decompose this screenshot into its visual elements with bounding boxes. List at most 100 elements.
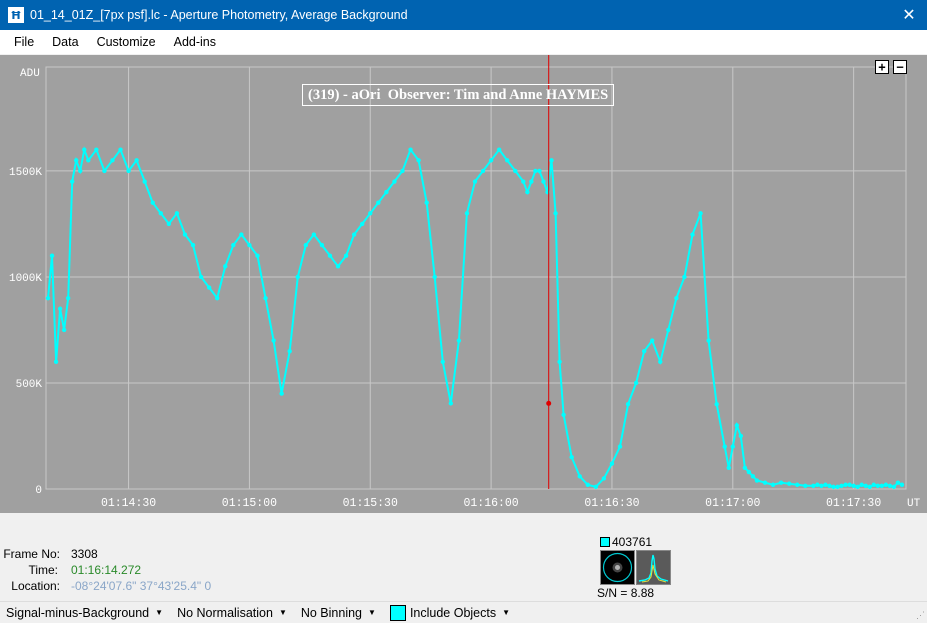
data-point: [803, 483, 808, 489]
data-point: [871, 482, 876, 487]
data-point: [126, 168, 131, 174]
data-point: [786, 481, 792, 486]
object-color-swatch[interactable]: [600, 537, 610, 547]
data-point: [650, 338, 655, 343]
data-point: [706, 338, 711, 343]
data-point: [770, 482, 776, 487]
data-point: [376, 200, 381, 205]
data-point: [400, 168, 405, 174]
x-tick-label: 01:14:30: [101, 497, 156, 510]
data-point: [158, 211, 164, 216]
data-point: [593, 484, 599, 490]
data-point: [875, 483, 881, 489]
data-point: [714, 401, 719, 407]
normalisation-dropdown[interactable]: No Normalisation ▼: [177, 606, 287, 620]
data-point: [223, 264, 228, 269]
status-bar: Signal-minus-Background ▼ No Normalisati…: [0, 601, 927, 623]
data-point: [351, 232, 357, 237]
data-point: [722, 444, 727, 449]
data-point: [69, 179, 75, 184]
data-point: [271, 338, 276, 343]
data-point: [78, 168, 83, 174]
data-point: [440, 359, 445, 364]
menu-add-ins[interactable]: Add-ins: [173, 35, 216, 49]
data-point: [863, 483, 868, 489]
y-tick-label: 1000K: [9, 273, 42, 285]
include-objects-dropdown[interactable]: Include Objects ▼: [389, 604, 511, 621]
data-point: [855, 484, 860, 490]
object-id: 403761: [612, 535, 653, 549]
data-point: [206, 285, 212, 290]
data-point: [488, 158, 494, 163]
data-point: [247, 242, 252, 248]
data-point: [53, 359, 59, 364]
data-point: [835, 484, 840, 490]
data-point: [601, 476, 607, 481]
frame-label: Frame No:: [3, 547, 60, 561]
menu-customize[interactable]: Customize: [96, 35, 156, 49]
data-point: [895, 480, 901, 485]
data-point: [464, 211, 470, 216]
data-point: [847, 482, 852, 487]
data-point: [335, 264, 341, 269]
y-tick-label: 500K: [16, 379, 43, 391]
data-point: [198, 274, 204, 280]
menu-data[interactable]: Data: [52, 35, 79, 49]
data-point: [811, 483, 816, 489]
data-point: [472, 179, 478, 184]
data-point: [742, 465, 748, 470]
info-panel: Frame No: 3308 Time: 01:16:14.272 Locati…: [0, 514, 927, 601]
data-point: [182, 232, 188, 237]
close-button[interactable]: ✕: [902, 7, 916, 24]
normalisation-label: No Normalisation: [177, 605, 273, 620]
data-point: [851, 483, 856, 489]
data-point: [577, 474, 582, 479]
data-point: [641, 348, 647, 354]
data-point: [416, 158, 421, 163]
frame-value: 3308: [71, 547, 98, 561]
data-point: [263, 295, 268, 301]
data-point: [674, 295, 679, 301]
x-tick-label: 01:15:00: [222, 497, 277, 510]
data-point: [633, 380, 639, 386]
data-point: [343, 253, 349, 258]
data-point: [839, 483, 844, 489]
data-point: [533, 168, 538, 174]
binning-dropdown[interactable]: No Binning ▼: [301, 606, 376, 620]
menu-file[interactable]: File: [14, 35, 35, 49]
data-point: [513, 168, 518, 174]
x-tick-label: 01:16:00: [463, 497, 518, 510]
data-point: [166, 221, 172, 227]
menu-bar: File Data Customize Add-ins: [0, 30, 927, 54]
zoom-out-button[interactable]: −: [893, 60, 907, 74]
psf-profile-thumbnail[interactable]: [636, 550, 671, 585]
cursor-point: [546, 400, 552, 406]
chevron-down-icon: ▼: [502, 608, 511, 617]
object-color-swatch: [389, 604, 406, 621]
data-point: [303, 242, 309, 248]
resize-grip-icon[interactable]: ⋰: [916, 610, 925, 620]
x-tick-label: 01:16:30: [584, 497, 639, 510]
series-line: [47, 146, 903, 489]
data-point: [150, 200, 155, 205]
data-point: [843, 482, 848, 487]
zoom-in-button[interactable]: +: [875, 60, 889, 74]
star-image-thumbnail[interactable]: [600, 550, 635, 585]
data-point: [190, 242, 196, 248]
data-point: [625, 401, 631, 407]
data-point: [214, 295, 220, 301]
signal-mode-dropdown[interactable]: Signal-minus-Background ▼: [6, 606, 163, 620]
data-point: [815, 482, 820, 487]
light-curve-plot[interactable]: 0 500K 1000K 1500K 01:14:30 01:15:00 01:15:30 0…: [0, 55, 927, 513]
data-point: [899, 482, 905, 487]
data-point: [134, 158, 139, 163]
x-tick-label: 01:15:30: [343, 497, 398, 510]
data-point: [726, 465, 731, 470]
light-curve-chart[interactable]: 0 500K 1000K 1500K 01:14:30 01:15:00 01:15:30 0…: [0, 55, 927, 513]
sn-label: S/N =: [597, 586, 628, 600]
x-axis-label: UT: [907, 498, 921, 510]
data-point: [86, 158, 91, 163]
data-point: [65, 295, 71, 301]
data-point: [823, 482, 828, 487]
window-title: 01_14_01Z_[7px psf].lc - Aperture Photom…: [30, 8, 408, 22]
